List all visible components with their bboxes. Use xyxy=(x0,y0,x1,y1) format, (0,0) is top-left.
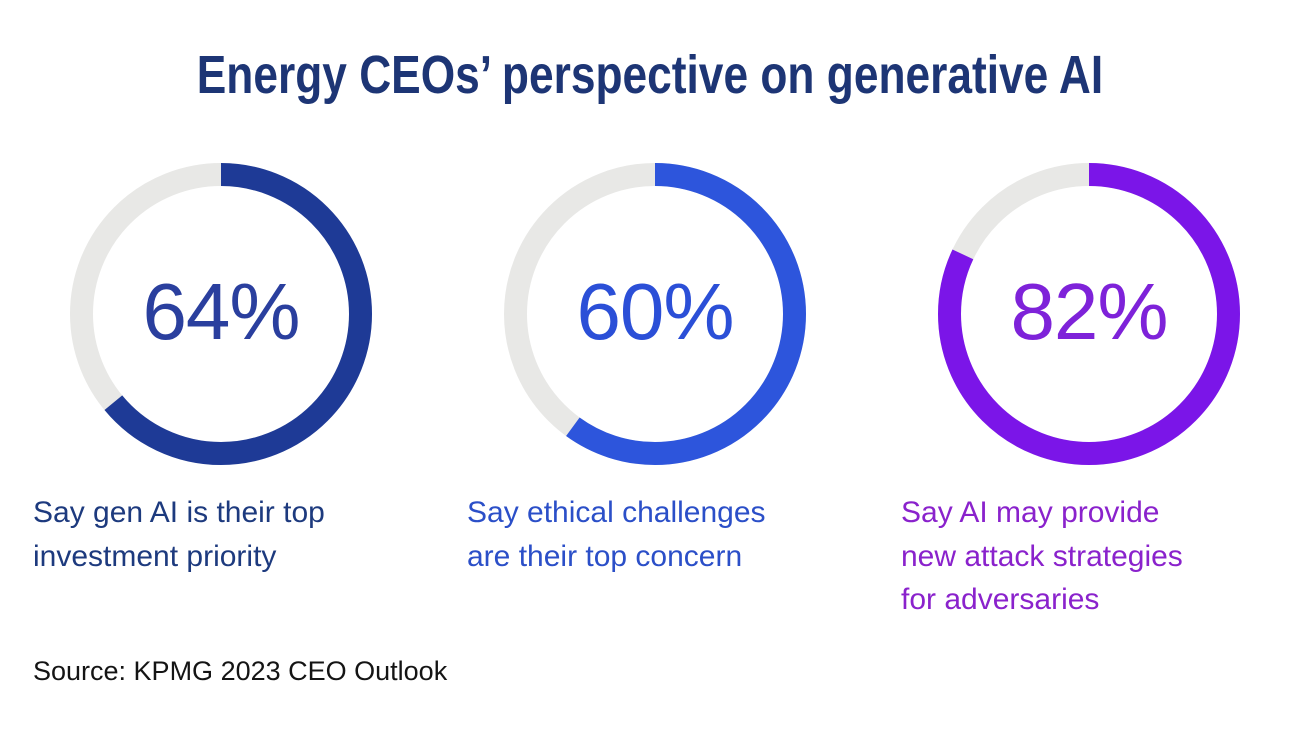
donut-ring-svg xyxy=(938,163,1240,465)
donut-card-security: 82% Say AI may provide new attack strate… xyxy=(901,163,1281,622)
donut-card-investment: 64% Say gen AI is their top investment p… xyxy=(33,163,467,622)
donut-cards-row: 64% Say gen AI is their top investment p… xyxy=(33,163,1281,622)
donut-caption: Say ethical challenges are their top con… xyxy=(467,496,766,573)
source-note: Source: KPMG 2023 CEO Outlook xyxy=(33,656,448,686)
donut-value: 82% xyxy=(1010,267,1168,356)
donut-card-ethics: 60% Say ethical challenges are their top… xyxy=(467,163,901,622)
donut-chart: 64% xyxy=(70,163,372,465)
donut-ring-svg xyxy=(504,163,806,465)
donut-caption: Say gen AI is their top investment prior… xyxy=(33,496,325,573)
donut-arc xyxy=(504,163,806,465)
donut-chart: 60% xyxy=(504,163,806,465)
donut-arc xyxy=(70,163,372,465)
donut-chart: 82% xyxy=(938,163,1240,465)
donut-arc xyxy=(938,163,1240,465)
donut-value: 60% xyxy=(576,267,734,356)
donut-value: 64% xyxy=(142,267,300,356)
page-title: Energy CEOs’ perspective on generative A… xyxy=(196,45,1104,105)
donut-ring-svg xyxy=(70,163,372,465)
donut-caption: Say AI may provide new attack strategies… xyxy=(901,496,1183,616)
